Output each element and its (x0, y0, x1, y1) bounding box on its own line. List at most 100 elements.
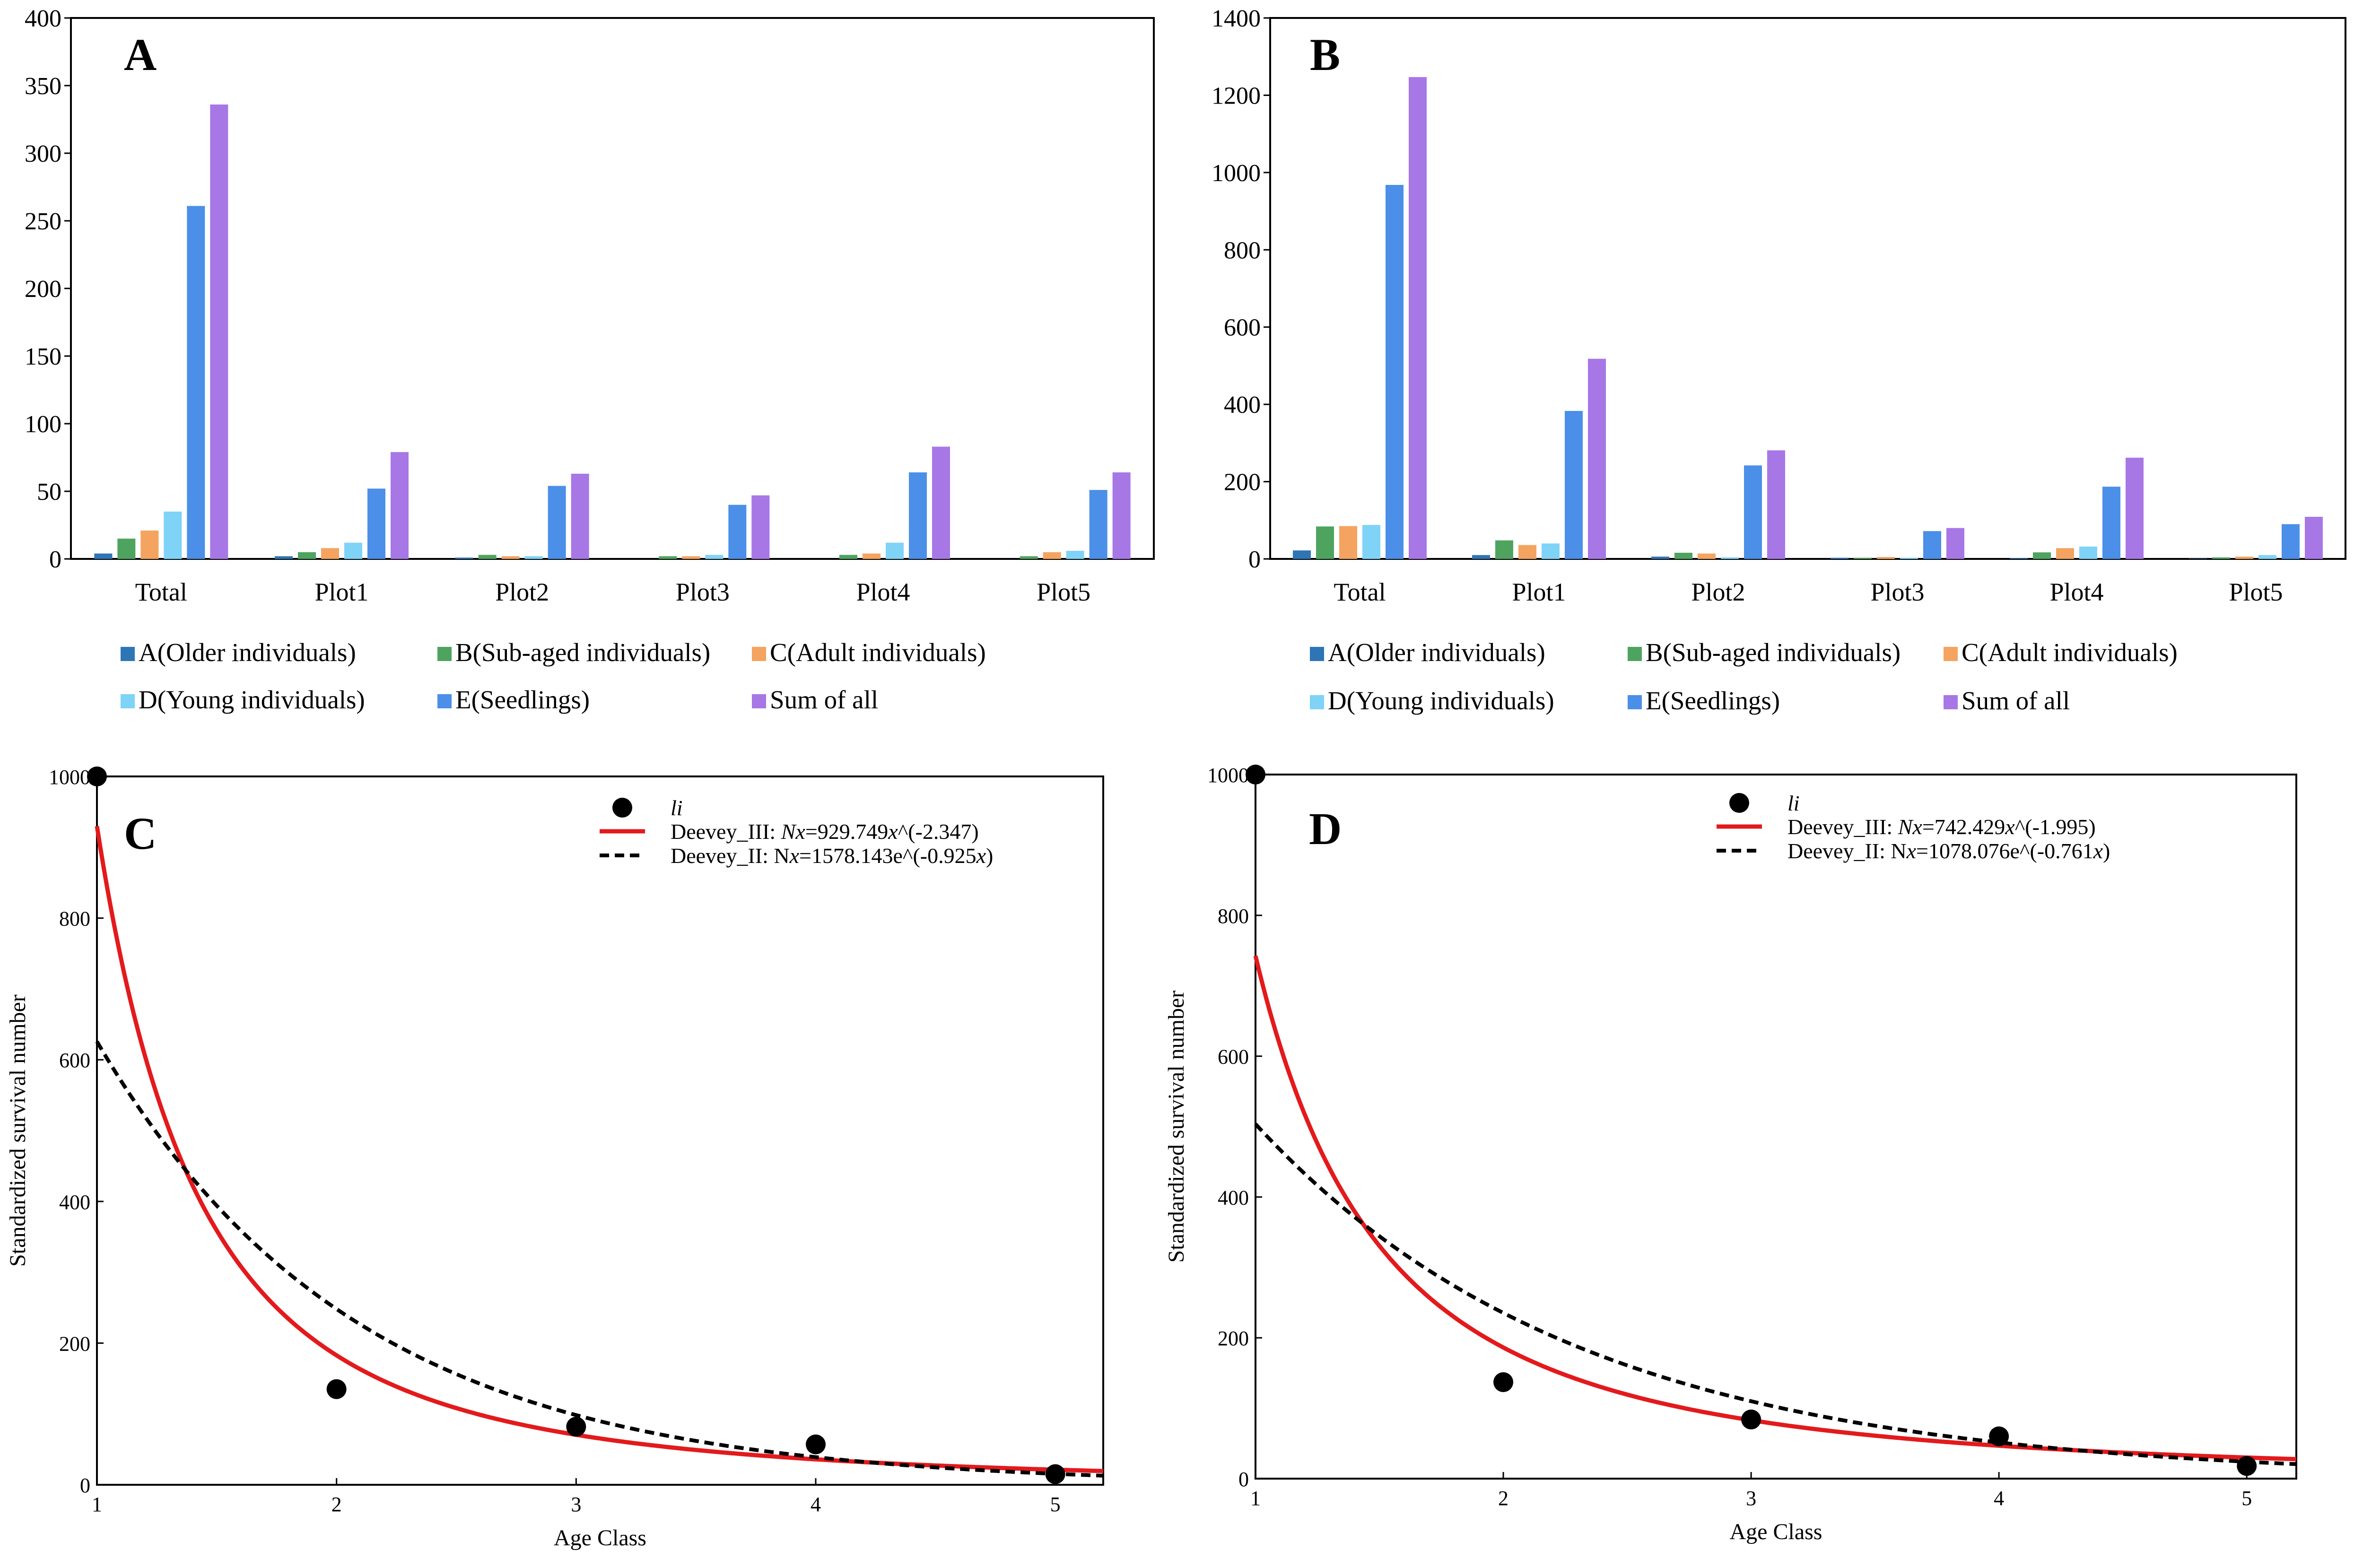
panel-label-c: C (124, 808, 157, 859)
y-tick-label-a-8: 400 (25, 5, 61, 32)
y-tick-label-c-1: 200 (59, 1332, 90, 1355)
legend-text-c-d2-var: x (789, 844, 800, 868)
legend-label-b-a: A(Older individuals) (1328, 638, 1545, 667)
y-tick-label-b-4: 800 (1224, 237, 1261, 264)
bar-a-d-3 (524, 556, 543, 559)
bar-a-sum-5 (932, 446, 950, 559)
x-tick-label-a-2: Plot1 (314, 578, 368, 606)
bar-b-d-3 (1721, 557, 1739, 559)
plot-frame-b (1269, 17, 2346, 560)
bar-b-a-2 (1472, 555, 1490, 559)
legend-label-d-deevey-iii: Deevey_III: Nx=742.429x^(-1.995) (1787, 815, 2096, 839)
legend-text-c-d3-mid: =929.749 (805, 819, 888, 844)
legend-label-b-e: E(Seedlings) (1646, 686, 1780, 715)
bar-a-b-2 (298, 552, 316, 559)
x-tick-label-b-2: Plot1 (1512, 578, 1566, 606)
bar-a-b-3 (478, 555, 497, 559)
bar-b-a-3 (1651, 557, 1669, 559)
bar-a-sum-6 (1112, 472, 1131, 559)
bar-a-e-5 (909, 472, 927, 559)
curve-c-deevey-iii (95, 826, 1104, 1473)
bar-b-e-3 (1744, 465, 1762, 559)
y-tick-label-a-7: 350 (25, 73, 61, 100)
legend-label-b-d: D(Young individuals) (1328, 686, 1554, 715)
bar-a-e-3 (548, 486, 566, 559)
y-tick-label-a-2: 100 (25, 411, 61, 438)
bar-b-d-4 (1900, 558, 1918, 559)
y-tick-label-a-4: 200 (25, 276, 61, 303)
legend-label-a-d: D(Young individuals) (139, 685, 365, 714)
bar-b-sum-4 (1946, 528, 1964, 559)
bar-b-b-4 (1854, 558, 1872, 559)
bar-b-e-4 (1923, 531, 1941, 559)
bar-a-sum-1 (210, 105, 228, 559)
bar-b-a-6 (2189, 558, 2207, 559)
panel-label-b: B (1310, 29, 1340, 80)
y-tick-label-a-5: 250 (25, 208, 61, 235)
bar-a-c-3 (501, 556, 520, 559)
legend-a: A(Older individuals) B(Sub-aged individua… (121, 638, 986, 714)
legend-text-d-d3-x: x (2005, 815, 2015, 839)
bar-b-e-6 (2282, 524, 2300, 559)
legend-b: A(Older individuals) B(Sub-aged individua… (1310, 638, 2178, 715)
bar-b-a-4 (1831, 558, 1848, 559)
bar-b-b-2 (1495, 540, 1513, 559)
bar-b-sum-5 (2126, 457, 2144, 559)
legend-text-d-d2-x: x (2093, 839, 2103, 863)
legend-swatch-a-b (437, 647, 452, 661)
x-tick-label-d-1: 2 (1498, 1487, 1508, 1510)
y-tick-label-c-3: 600 (59, 1049, 90, 1072)
bar-b-c-5 (2056, 548, 2074, 559)
bar-a-c-4 (682, 556, 700, 559)
legend-text-d-d2-var: x (1906, 839, 1917, 863)
point-c-4 (806, 1434, 826, 1455)
bar-a-sum-4 (751, 495, 770, 559)
bar-a-e-2 (367, 488, 385, 559)
bar-b-c-2 (1518, 545, 1536, 559)
point-d-5 (2237, 1456, 2257, 1476)
bar-a-b-1 (117, 539, 136, 559)
bar-a-sum-2 (391, 452, 409, 559)
legend-text-c-d3-suffix: ^(-2.347) (898, 819, 979, 844)
legend-label-b-c: C(Adult individuals) (1962, 638, 2178, 667)
legend-label-a-sum: Sum of all (770, 685, 878, 714)
x-tick-label-b-4: Plot3 (1870, 578, 1924, 606)
x-tick-label-b-6: Plot5 (2229, 578, 2283, 606)
x-tick-label-a-4: Plot3 (676, 578, 730, 606)
x-tick-label-b-1: Total (1334, 578, 1386, 606)
legend-text-d-d3-var: Nx (1898, 815, 1923, 839)
legend-text-c-d2-x: x (976, 844, 986, 868)
legend-label-b-sum: Sum of all (1962, 686, 2070, 715)
bar-a-c-1 (140, 530, 159, 559)
bar-b-b-3 (1674, 552, 1692, 559)
bar-a-sum-3 (571, 473, 589, 559)
x-tick-label-c-3: 4 (811, 1493, 821, 1516)
y-axis-title-c: Standardized survival number (5, 994, 30, 1267)
bar-a-d-6 (1066, 550, 1084, 559)
y-tick-label-d-5: 1000 (1207, 764, 1249, 787)
y-tick-label-d-0: 0 (1238, 1468, 1249, 1491)
bar-b-sum-6 (2305, 516, 2323, 559)
bar-a-c-2 (321, 548, 339, 559)
y-tick-label-d-4: 800 (1218, 905, 1249, 928)
legend-text-c-d2-suffix: ) (986, 844, 993, 868)
bar-a-e-4 (728, 505, 747, 559)
y-tick-label-b-5: 1000 (1212, 160, 1261, 187)
bar-a-d-5 (886, 542, 904, 559)
bar-b-c-1 (1339, 526, 1357, 559)
bar-b-a-1 (1293, 550, 1311, 559)
bar-a-b-5 (839, 555, 857, 559)
bar-b-e-1 (1386, 185, 1404, 559)
x-tick-label-a-5: Plot4 (856, 578, 910, 606)
x-tick-label-b-3: Plot2 (1691, 578, 1745, 606)
point-d-3 (1741, 1409, 1761, 1429)
y-tick-label-b-1: 200 (1224, 469, 1261, 496)
y-tick-label-c-5: 1000 (49, 766, 90, 789)
point-d-1 (1246, 765, 1265, 784)
bar-b-c-6 (2235, 557, 2253, 559)
bar-b-d-2 (1542, 543, 1560, 559)
legend-text-d-d2-mid: =1078.076e^(-0.761 (1916, 839, 2093, 863)
bar-b-sum-1 (1409, 77, 1427, 559)
legend-label-c-li: li (671, 796, 683, 820)
